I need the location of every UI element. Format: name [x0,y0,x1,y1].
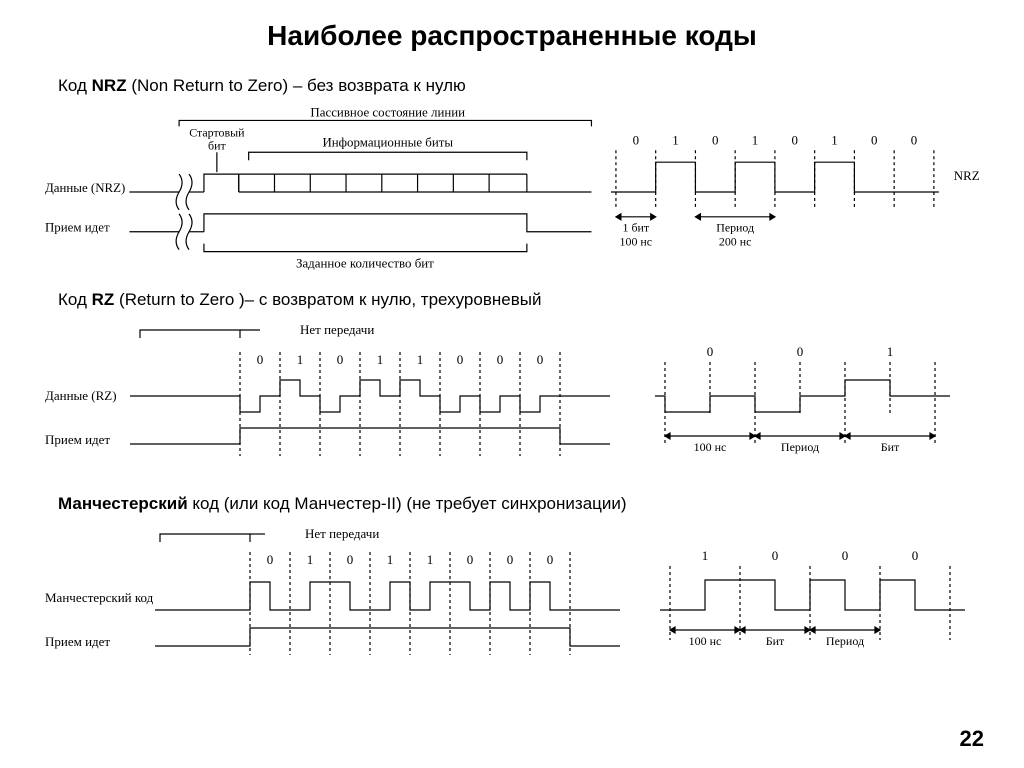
svg-text:0: 0 [797,344,804,359]
svg-text:0: 0 [267,552,274,567]
manchester-right-diagram: 1 0 0 0 100 нс Бит Период [650,520,980,680]
svg-text:0: 0 [347,552,354,567]
nrz-heading-bold: NRZ [92,76,127,95]
manchester-heading: Манчестерский код (или код Манчестер-II)… [58,494,984,514]
nrz-period-label: Период [717,221,755,235]
nrz-heading: Код NRZ (Non Return to Zero) – без возвр… [58,76,984,96]
rz-notx-label: Нет передачи [300,322,374,337]
rz-period-label: Период [781,440,819,454]
svg-text:0: 0 [257,352,264,367]
rz-row1-label: Данные (RZ) [45,388,117,403]
rz-heading-prefix: Код [58,290,92,309]
man-right-bits: 1 0 0 0 [702,548,919,563]
man-bit-label: Бит [766,634,785,648]
svg-text:0: 0 [337,352,344,367]
svg-text:1: 1 [887,344,894,359]
rz-right-diagram: 0 0 1 100 нс Период [640,316,980,486]
svg-text:1: 1 [307,552,314,567]
svg-text:0: 0 [911,132,917,147]
rz-diagram-row: Нет передачи 0 1 0 1 1 0 0 0 [40,316,984,486]
manchester-heading-suffix: код (или код Манчестер-II) (не требует с… [188,494,627,513]
man-period-label: Период [826,634,864,648]
rz-bit-label: Бит [881,440,900,454]
svg-text:0: 0 [772,548,779,563]
svg-text:1: 1 [673,132,679,147]
nrz-heading-prefix: Код [58,76,92,95]
svg-text:1: 1 [832,132,838,147]
svg-text:0: 0 [792,132,798,147]
nrz-1bit-label: 1 бит [623,221,650,235]
svg-text:0: 0 [712,132,718,147]
svg-text:0: 0 [707,344,714,359]
rz-right-bits: 0 0 1 [707,344,894,359]
manchester-heading-bold: Манчестерский [58,494,188,513]
svg-text:0: 0 [457,352,464,367]
start-bit-label: Стартовый [189,125,245,139]
manchester-diagram-row: Нет передачи 0 1 0 1 1 0 0 0 [40,520,984,680]
svg-text:0: 0 [467,552,474,567]
nrz-side-label: NRZ [954,168,980,183]
nrz-heading-suffix: (Non Return to Zero) – без возврата к ну… [127,76,466,95]
svg-text:100 нс: 100 нс [620,235,653,249]
svg-text:1: 1 [427,552,434,567]
man-row2-label: Прием идет [45,634,110,649]
svg-text:1: 1 [417,352,424,367]
rz-heading-bold: RZ [92,290,115,309]
nrz-row1-label: Данные (NRZ) [45,180,125,195]
page-title: Наиболее распространенные коды [40,20,984,52]
info-bits-label: Информационные биты [322,134,453,149]
svg-text:0: 0 [507,552,514,567]
passive-label: Пассивное состояние линии [310,104,465,119]
svg-text:0: 0 [871,132,877,147]
man-notx-label: Нет передачи [305,526,379,541]
svg-text:0: 0 [633,132,639,147]
svg-text:200 нс: 200 нс [719,235,752,249]
svg-text:0: 0 [537,352,544,367]
rz-left-diagram: Нет передачи 0 1 0 1 1 0 0 0 [40,316,630,486]
svg-text:0: 0 [912,548,919,563]
rz-100ns-label: 100 нс [694,440,727,454]
nrz-left-diagram: Пассивное состояние линии Стартовый бит … [40,102,596,282]
svg-text:1: 1 [752,132,758,147]
svg-text:1: 1 [387,552,394,567]
svg-text:1: 1 [377,352,384,367]
svg-text:бит: бит [208,138,226,152]
nrz-right-diagram: 0 1 0 1 0 1 0 0 [606,102,984,282]
nrz-bits-row: 0 1 0 1 0 1 0 0 [633,132,918,147]
manchester-left-diagram: Нет передачи 0 1 0 1 1 0 0 0 [40,520,640,680]
page-number: 22 [960,726,984,752]
svg-text:0: 0 [842,548,849,563]
svg-text:0: 0 [547,552,554,567]
man-row1-label: Манчестерский код [45,590,154,605]
svg-text:0: 0 [497,352,504,367]
bit-count-label: Заданное количество бит [296,256,434,271]
rz-row2-label: Прием идет [45,432,110,447]
nrz-diagram-row: Пассивное состояние линии Стартовый бит … [40,102,984,282]
rz-heading: Код RZ (Return to Zero )– с возвратом к … [58,290,984,310]
man-100ns-label: 100 нс [689,634,722,648]
svg-text:1: 1 [702,548,709,563]
nrz-row2-label: Прием идет [45,220,110,235]
svg-text:1: 1 [297,352,304,367]
rz-heading-suffix: (Return to Zero )– с возвратом к нулю, т… [114,290,541,309]
